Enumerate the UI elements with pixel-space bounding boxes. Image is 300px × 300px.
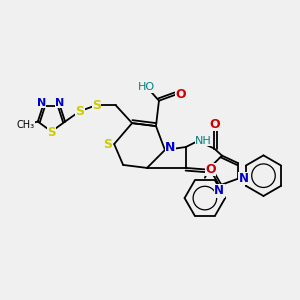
Text: N: N <box>214 184 224 197</box>
Text: S: S <box>92 99 101 112</box>
Text: S: S <box>75 105 84 118</box>
Text: S: S <box>103 137 112 151</box>
Text: N: N <box>55 98 64 108</box>
Text: NH: NH <box>195 136 212 146</box>
Text: CH₃: CH₃ <box>17 120 35 130</box>
Text: O: O <box>176 88 186 101</box>
Text: O: O <box>209 118 220 131</box>
Text: N: N <box>37 98 46 108</box>
Text: O: O <box>205 163 216 176</box>
Text: HO: HO <box>138 82 155 92</box>
Text: S: S <box>47 127 56 140</box>
Text: N: N <box>165 140 175 154</box>
Text: N: N <box>238 172 248 185</box>
